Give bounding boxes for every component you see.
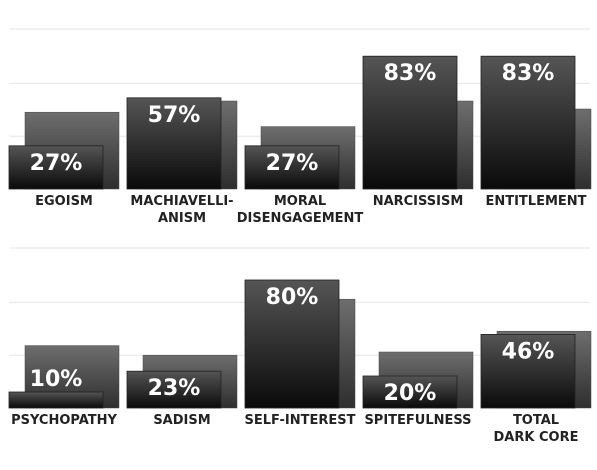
bar-front bbox=[244, 145, 340, 190]
bar-front bbox=[480, 333, 576, 409]
bar-front bbox=[126, 97, 222, 190]
value-label: 10% bbox=[30, 367, 83, 392]
category-label: MORAL bbox=[274, 194, 326, 209]
value-label: 46% bbox=[502, 339, 555, 364]
category-label: MACHIAVELLI- bbox=[130, 194, 233, 209]
category-label: ANISM bbox=[158, 211, 206, 226]
value-label: 80% bbox=[266, 285, 319, 310]
value-label: 23% bbox=[148, 376, 201, 401]
category-label: PSYCHOPATHY bbox=[11, 413, 117, 428]
bar-front bbox=[8, 391, 104, 409]
bar-front bbox=[362, 375, 458, 409]
bar-front bbox=[8, 145, 104, 190]
category-label: DISENGAGEMENT bbox=[237, 211, 364, 226]
category-label: EGOISM bbox=[35, 194, 93, 209]
value-label: 27% bbox=[30, 151, 83, 176]
value-label: 57% bbox=[148, 103, 201, 128]
value-label: 20% bbox=[384, 381, 437, 406]
value-label: 27% bbox=[266, 151, 319, 176]
bar-front bbox=[244, 279, 340, 409]
value-label: 83% bbox=[502, 61, 555, 86]
bar-front bbox=[362, 55, 458, 190]
category-label: NARCISSISM bbox=[373, 194, 464, 209]
category-label: SELF-INTEREST bbox=[245, 413, 356, 428]
bar-front bbox=[126, 370, 222, 409]
category-label: ENTITLEMENT bbox=[485, 194, 586, 209]
category-label: SADISM bbox=[153, 413, 210, 428]
value-label: 83% bbox=[384, 61, 437, 86]
bar-front bbox=[480, 55, 576, 190]
category-label: DARK CORE bbox=[494, 430, 579, 445]
category-label: SPITEFULNESS bbox=[364, 413, 471, 428]
category-label: TOTAL bbox=[513, 413, 559, 428]
